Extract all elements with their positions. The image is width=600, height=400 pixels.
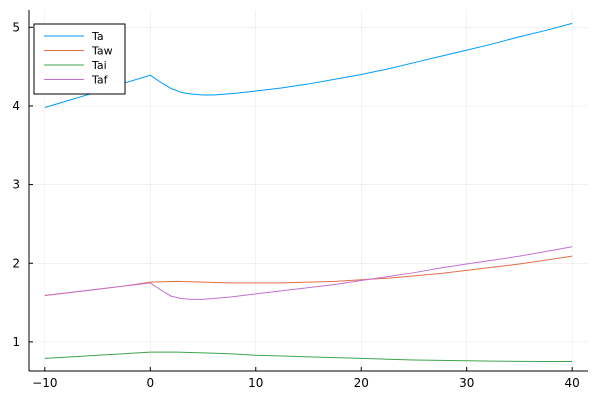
series-line-tai — [44, 351, 573, 363]
legend-label-tai: Tai — [91, 59, 107, 72]
axes — [28, 10, 588, 372]
series-line-taw — [44, 255, 573, 296]
y-axis-ticks: 1 2 3 4 5 — [12, 20, 33, 349]
x-axis-ticks: −10 0 10 20 30 40 — [32, 367, 580, 390]
y-tick-label: 3 — [12, 178, 20, 192]
x-tick-label: 30 — [459, 376, 474, 390]
series-line-taf — [44, 246, 573, 300]
y-tick-label: 5 — [12, 20, 20, 34]
x-tick-label: 20 — [354, 376, 369, 390]
x-tick-label: −10 — [32, 376, 57, 390]
series-lines — [44, 22, 573, 363]
legend-label-taf: Taf — [91, 74, 109, 87]
y-tick-label: 2 — [12, 256, 20, 270]
legend-label-taw: Taw — [91, 45, 113, 58]
legend-label-ta: Ta — [91, 30, 104, 43]
series-line-ta — [44, 22, 573, 109]
legend-box — [33, 23, 126, 95]
x-tick-label: 0 — [146, 376, 154, 390]
y-tick-label: 4 — [12, 99, 20, 113]
x-tick-label: 10 — [248, 376, 263, 390]
y-tick-label: 1 — [12, 335, 20, 349]
x-tick-label: 40 — [565, 376, 580, 390]
